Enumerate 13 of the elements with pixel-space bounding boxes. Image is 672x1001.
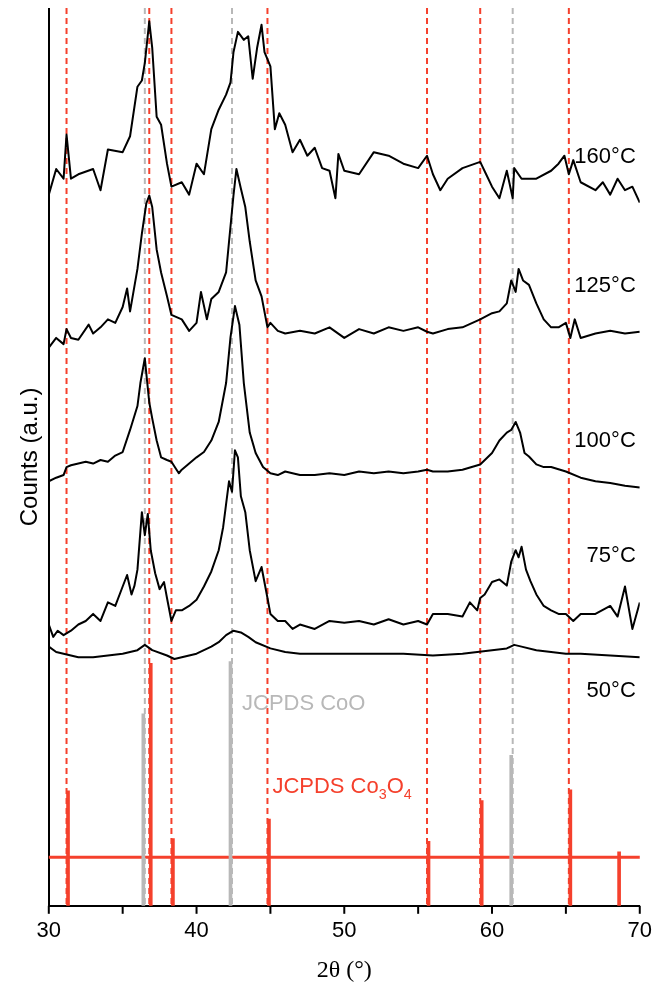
series-label: 160°C (574, 142, 636, 168)
series-label: JCPDS CoO (242, 689, 366, 715)
x-tick-label: 30 (36, 917, 62, 943)
y-axis-title: Counts (a.u.) (15, 387, 43, 527)
x-tick-label: 50 (332, 917, 357, 943)
series-label: 75°C (586, 542, 636, 568)
series-label: 125°C (574, 271, 636, 297)
x-axis-title: 2θ (°) (316, 955, 372, 982)
x-tick-label: 40 (184, 917, 209, 943)
series-label: 50°C (586, 677, 636, 703)
series-label: 100°C (574, 427, 636, 453)
x-tick-label: 60 (479, 917, 505, 943)
x-tick-label: 70 (627, 917, 653, 943)
